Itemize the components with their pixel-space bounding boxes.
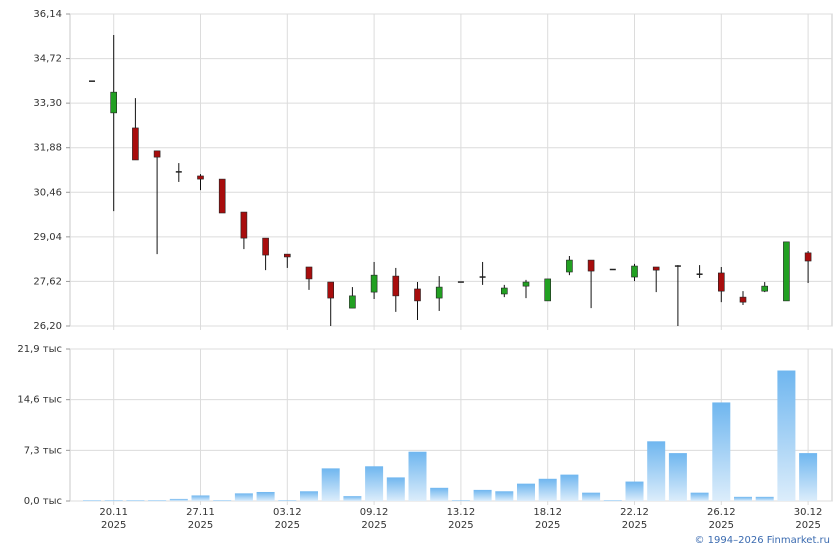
candle-body [262,237,269,256]
x-tick-label: 13.12 2025 [446,507,476,531]
volume-bar [668,453,687,501]
candle-body [370,274,378,293]
x-tick-label: 09.12 2025 [359,507,389,531]
candle-body [500,287,508,295]
volume-bar [430,487,449,501]
candle-body [739,296,747,303]
volume-bar [495,491,514,501]
volume-bar [538,478,557,501]
volume-bar [278,500,297,502]
volume-bar [712,402,731,501]
volume-bar [408,451,427,501]
volume-bar [799,453,818,501]
x-tick-label: 30.12 2025 [793,507,823,531]
candle-body [197,175,204,180]
y-tick-label: 21,9 тыс [17,344,62,355]
volume-bar [690,492,709,501]
y-tick-label: 7,3 тыс [24,445,62,456]
volume-bar [321,468,340,501]
volume-bar [777,370,796,501]
x-tick-label: 18.12 2025 [533,507,562,531]
volume-bar [256,491,275,501]
volume-bar [647,441,666,501]
volume-bar [126,500,145,502]
y-tick-label: 26,20 [33,321,62,332]
candle-body [349,295,356,309]
candle-body [327,281,335,299]
volume-bar [582,492,601,501]
candle-body [544,278,552,302]
volume-bar [148,500,167,502]
volume-bar [365,466,384,501]
volume-bar [734,496,752,501]
candle-body [783,241,790,302]
volume-bar [386,477,405,501]
candle-body [804,252,812,262]
y-tick-label: 36,14 [33,9,62,20]
y-tick-label: 0,0 тыс [24,496,62,507]
candle-body [761,285,769,292]
volume-bar [517,483,535,501]
x-tick-label: 03.12 2025 [272,507,302,531]
candle-body [305,266,313,280]
volume-bar [603,500,622,502]
candle-body [110,91,117,114]
candle-body [435,286,443,299]
x-tick-label: 27.11 2025 [186,507,215,531]
candle-body [283,253,291,258]
candle-body [566,259,573,273]
candle-body [218,178,226,214]
x-tick-label: 20.11 2025 [99,507,128,531]
candle-body [414,288,421,302]
candle-body [240,211,248,239]
x-tick-label: 22.12 2025 [620,507,649,531]
footer: © 1994–2026 Finmarket.ru [694,535,830,546]
volume-bar [473,489,492,501]
volume-bar [300,491,318,501]
volume-bar [625,481,644,501]
candle-body [153,150,161,158]
volume-bar [169,498,188,501]
volume-bar [343,496,362,501]
y-tick-label: 29,04 [33,232,62,243]
volume-bar [755,496,774,501]
volume-bar [213,500,232,502]
y-tick-label: 27,62 [33,276,62,287]
plot-frame [69,13,833,327]
y-tick-label: 30,46 [33,187,62,198]
candle-body [631,265,638,278]
x-tick-label: 26.12 2025 [706,507,736,531]
candle-body [522,281,530,287]
candle-body [652,266,660,271]
volume-bar [560,474,579,501]
candle-body [587,259,595,272]
candle-body [132,127,139,161]
y-tick-label: 33,30 [33,98,62,109]
volume-bar [83,500,101,502]
y-tick-label: 34,72 [33,54,62,65]
volume-bar [191,495,210,501]
candle-body [392,275,400,297]
volume-bar [451,500,470,502]
volume-bar [234,493,253,501]
candle-body [717,272,725,292]
volume-bar [104,500,123,502]
y-tick-label: 31,88 [33,143,62,154]
y-tick-label: 14,6 тыс [17,395,62,406]
